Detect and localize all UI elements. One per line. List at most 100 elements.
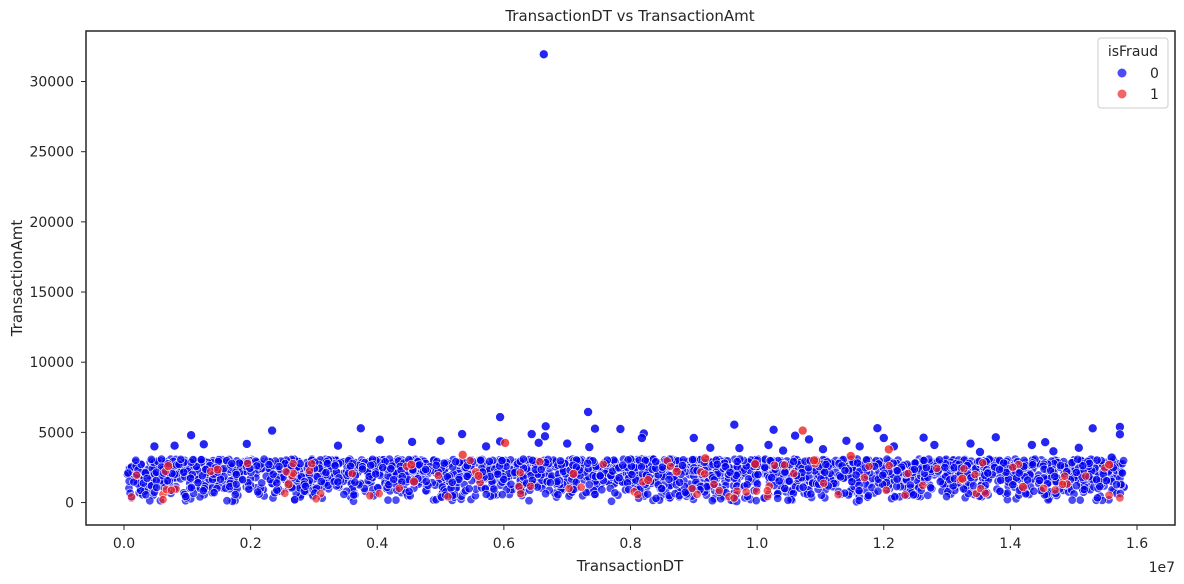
scatter-point-1 bbox=[714, 486, 724, 496]
scatter-point-0 bbox=[892, 466, 902, 476]
scatter-point-0 bbox=[222, 496, 232, 506]
scatter-point-0 bbox=[1075, 495, 1085, 505]
y-tick-label: 20000 bbox=[29, 215, 74, 231]
scatter-point-0 bbox=[439, 458, 449, 468]
scatter-point-0 bbox=[536, 464, 546, 474]
scatter-point-0 bbox=[231, 479, 241, 489]
scatter-point-1 bbox=[789, 469, 799, 479]
legend-marker-0 bbox=[1117, 68, 1127, 78]
scatter-point-1 bbox=[347, 469, 357, 479]
legend-label-1: 1 bbox=[1150, 87, 1159, 103]
scatter-point-0 bbox=[878, 433, 889, 443]
scatter-point-0 bbox=[990, 432, 1001, 443]
scatter-point-0 bbox=[657, 484, 667, 494]
scatter-point-0 bbox=[774, 476, 784, 486]
legend-label-0: 0 bbox=[1150, 66, 1159, 82]
scatter-point-1 bbox=[970, 470, 980, 480]
scatter-point-0 bbox=[1040, 437, 1050, 448]
scatter-point-1 bbox=[665, 461, 675, 471]
scatter-point-1 bbox=[473, 471, 484, 481]
scatter-point-0 bbox=[131, 455, 141, 465]
scatter-point-0 bbox=[783, 495, 793, 505]
series-0-points bbox=[122, 454, 1129, 507]
x-tick-label: 0.4 bbox=[366, 536, 388, 552]
scatter-point-0 bbox=[345, 461, 355, 471]
scatter-point-0 bbox=[533, 437, 544, 448]
scatter-point-1 bbox=[978, 458, 988, 468]
scatter-point-1 bbox=[465, 455, 475, 465]
scatter-point-0 bbox=[238, 475, 248, 485]
scatter-point-0 bbox=[330, 461, 340, 471]
scatter-point-0 bbox=[995, 486, 1005, 496]
y-tick-label: 10000 bbox=[29, 355, 74, 371]
scatter-point-0 bbox=[176, 454, 186, 464]
scatter-point-0 bbox=[707, 496, 717, 506]
scatter-point-0 bbox=[890, 492, 900, 502]
scatter-point-0 bbox=[1093, 493, 1103, 503]
scatter-point-0 bbox=[366, 460, 376, 470]
scatter-point-1 bbox=[633, 490, 643, 500]
scatter-point-0 bbox=[863, 491, 873, 501]
scatter-point-0 bbox=[677, 460, 687, 470]
scatter-point-0 bbox=[447, 477, 457, 487]
scatter-point-0 bbox=[1067, 495, 1077, 505]
scatter-point-0 bbox=[253, 487, 263, 497]
scatter-point-0 bbox=[357, 464, 367, 474]
scatter-point-0 bbox=[763, 440, 774, 450]
scatter-point-0 bbox=[267, 425, 277, 436]
scatter-point-0 bbox=[339, 489, 349, 499]
scatter-point-0 bbox=[1119, 456, 1129, 466]
scatter-point-1 bbox=[762, 486, 772, 496]
scatter-point-1 bbox=[900, 490, 910, 500]
scatter-point-0 bbox=[908, 490, 918, 500]
scatter-point-1 bbox=[809, 455, 819, 466]
scatter-point-1 bbox=[769, 460, 779, 470]
y-tick-label: 5000 bbox=[38, 425, 74, 441]
scatter-point-1 bbox=[932, 463, 942, 473]
scatter-point-1 bbox=[365, 491, 375, 501]
scatter-point-0 bbox=[374, 434, 385, 445]
scatter-point-0 bbox=[636, 462, 646, 472]
x-axis-offset-label: 1e7 bbox=[1149, 560, 1175, 576]
scatter-point-0 bbox=[996, 475, 1006, 485]
scatter-point-0 bbox=[386, 464, 396, 474]
scatter-point-1 bbox=[132, 470, 142, 480]
scatter-point-0 bbox=[1087, 423, 1098, 434]
scatter-point-0 bbox=[926, 483, 936, 493]
y-axis-title: TransactionAmt bbox=[8, 220, 26, 338]
scatter-point-1 bbox=[881, 485, 891, 495]
scatter-point-0 bbox=[806, 489, 816, 499]
scatter-point-0 bbox=[227, 458, 237, 468]
scatter-point-0 bbox=[555, 456, 565, 466]
scatter-point-0 bbox=[1079, 484, 1089, 494]
x-axis-title: TransactionDT bbox=[576, 557, 684, 575]
scatter-point-1 bbox=[884, 461, 894, 471]
scatter-point-0 bbox=[186, 483, 196, 493]
scatter-point-0 bbox=[264, 460, 274, 470]
scatter-point-0 bbox=[350, 477, 360, 487]
scatter-point-0 bbox=[179, 467, 189, 477]
scatter-point-0 bbox=[321, 468, 331, 478]
scatter-point-0 bbox=[301, 481, 311, 491]
scatter-point-0 bbox=[664, 474, 674, 484]
x-tick-label: 1.0 bbox=[746, 536, 768, 552]
scatter-point-1 bbox=[957, 473, 968, 484]
y-tick-label: 0 bbox=[65, 496, 74, 512]
scatter-point-1 bbox=[288, 458, 298, 468]
scatter-point-0 bbox=[526, 429, 537, 439]
scatter-point-0 bbox=[583, 407, 593, 417]
scatter-point-1 bbox=[457, 449, 468, 460]
scatter-point-0 bbox=[1072, 481, 1082, 491]
scatter-point-1 bbox=[576, 482, 586, 492]
scatter-point-0 bbox=[462, 471, 472, 481]
scatter-point-0 bbox=[1117, 468, 1127, 478]
scatter-point-1 bbox=[433, 471, 443, 481]
scatter-point-0 bbox=[784, 476, 794, 486]
scatter-point-0 bbox=[333, 477, 343, 487]
scatter-point-1 bbox=[918, 480, 928, 490]
scatter-point-0 bbox=[481, 441, 491, 452]
x-tick-label: 1.4 bbox=[999, 536, 1021, 552]
scatter-point-0 bbox=[753, 470, 763, 480]
scatter-point-0 bbox=[878, 470, 888, 480]
